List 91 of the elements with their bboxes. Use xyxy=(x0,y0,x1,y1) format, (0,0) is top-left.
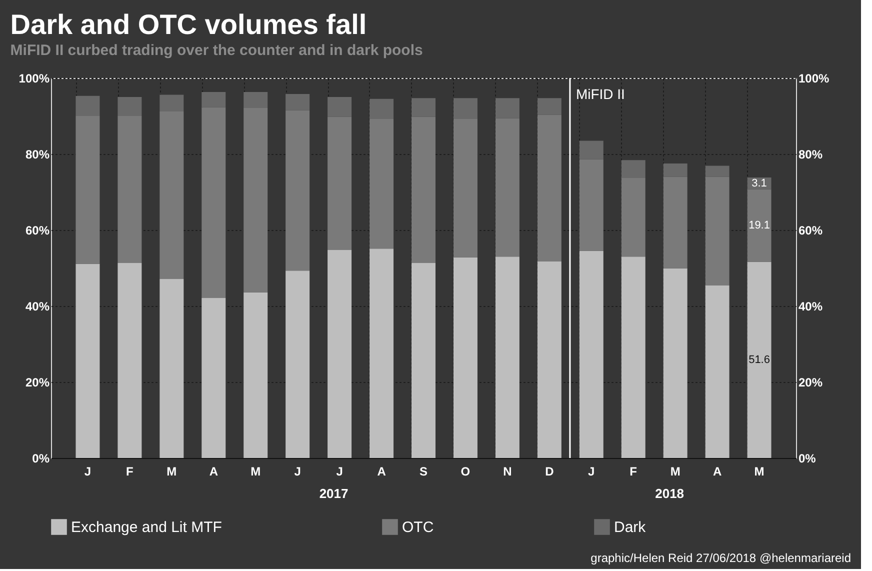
chart-title: Dark and OTC volumes fall xyxy=(10,9,367,40)
y-tick-label: 80% xyxy=(25,148,50,162)
bar xyxy=(202,92,226,108)
bar xyxy=(621,178,646,257)
x-tick-label: J xyxy=(84,464,92,478)
bar xyxy=(579,159,604,251)
bar xyxy=(286,94,310,110)
y-tick-label: 100% xyxy=(18,72,50,86)
x-tick-label: J xyxy=(294,464,301,478)
bar xyxy=(621,160,646,178)
y-tick-label: 40% xyxy=(25,300,50,314)
x-tick-label: M xyxy=(670,464,680,478)
bar xyxy=(579,250,604,458)
x-tick-label: M xyxy=(754,464,764,478)
y-tick-label: 60% xyxy=(25,224,50,238)
y2-tick-label: 0% xyxy=(798,452,816,466)
bar xyxy=(579,140,604,160)
bar xyxy=(76,96,100,116)
y-tick-label: 0% xyxy=(32,452,50,466)
bar xyxy=(160,111,184,280)
bar xyxy=(705,166,730,177)
x-tick-label: N xyxy=(503,464,512,478)
x-tick-label: A xyxy=(712,464,722,478)
y2-tick-label: 100% xyxy=(798,72,830,86)
y2-tick-label: 40% xyxy=(798,300,823,314)
bar xyxy=(370,98,394,120)
ref-line-label: MiFID II xyxy=(576,86,625,102)
bar xyxy=(160,94,184,112)
bar xyxy=(412,116,436,264)
x-tick-label: M xyxy=(250,464,261,478)
bar xyxy=(118,116,142,264)
bar xyxy=(328,97,352,117)
y2-tick-label: 60% xyxy=(798,224,823,238)
bar xyxy=(328,116,352,250)
bar xyxy=(663,164,688,177)
bar xyxy=(412,263,436,458)
text: 2017 xyxy=(319,486,348,501)
bar xyxy=(244,92,268,108)
bar xyxy=(705,285,730,458)
bar xyxy=(244,108,268,292)
text: 2018 xyxy=(655,486,684,501)
x-tick-label: F xyxy=(630,464,638,478)
x-tick-label: J xyxy=(588,464,595,478)
legend-label: OTC xyxy=(402,519,434,536)
data-label: 19.1 xyxy=(748,220,770,232)
bar xyxy=(495,256,520,458)
bar xyxy=(202,107,226,298)
bar xyxy=(747,262,772,458)
bar xyxy=(663,176,688,268)
y2-tick-label: 80% xyxy=(798,148,823,162)
legend-label: Dark xyxy=(614,519,646,536)
text: graphic/Helen Reid 27/06/2018 @helenmariareid xyxy=(590,551,851,565)
x-tick-label: D xyxy=(545,464,554,478)
bar xyxy=(453,98,478,119)
bar xyxy=(286,270,310,458)
bar xyxy=(412,98,436,117)
x-tick-label: O xyxy=(460,464,470,478)
bar xyxy=(495,118,520,257)
y2-tick-label: 20% xyxy=(798,376,823,390)
data-label: 51.6 xyxy=(748,354,770,366)
bar xyxy=(537,114,562,262)
bar xyxy=(118,263,142,458)
bar xyxy=(286,110,310,271)
y-tick-label: 20% xyxy=(25,376,50,390)
chart-subtitle: MiFID II curbed trading over the counter and in dark pools xyxy=(10,42,423,59)
x-tick-label: S xyxy=(419,464,428,478)
x-tick-label: A xyxy=(209,464,218,478)
bar xyxy=(621,256,646,458)
bar xyxy=(244,292,268,458)
bar xyxy=(495,98,520,118)
bar xyxy=(537,262,562,458)
bar xyxy=(747,189,772,262)
x-tick-label: M xyxy=(166,464,177,478)
bar xyxy=(453,257,478,458)
bar xyxy=(76,116,100,264)
bar xyxy=(453,118,478,258)
bar xyxy=(118,97,142,116)
x-tick-label: A xyxy=(377,464,386,478)
bar xyxy=(705,176,730,286)
bar xyxy=(76,264,100,458)
bar xyxy=(537,98,562,115)
bar xyxy=(663,268,688,458)
x-tick-label: J xyxy=(336,464,343,478)
bar xyxy=(202,298,226,458)
bar xyxy=(370,119,394,249)
bar xyxy=(160,279,184,458)
bar xyxy=(370,248,394,458)
bar xyxy=(328,250,352,458)
legend-label: Exchange and Lit MTF xyxy=(71,519,222,536)
data-label: 3.1 xyxy=(752,177,767,190)
x-tick-label: F xyxy=(126,464,134,478)
